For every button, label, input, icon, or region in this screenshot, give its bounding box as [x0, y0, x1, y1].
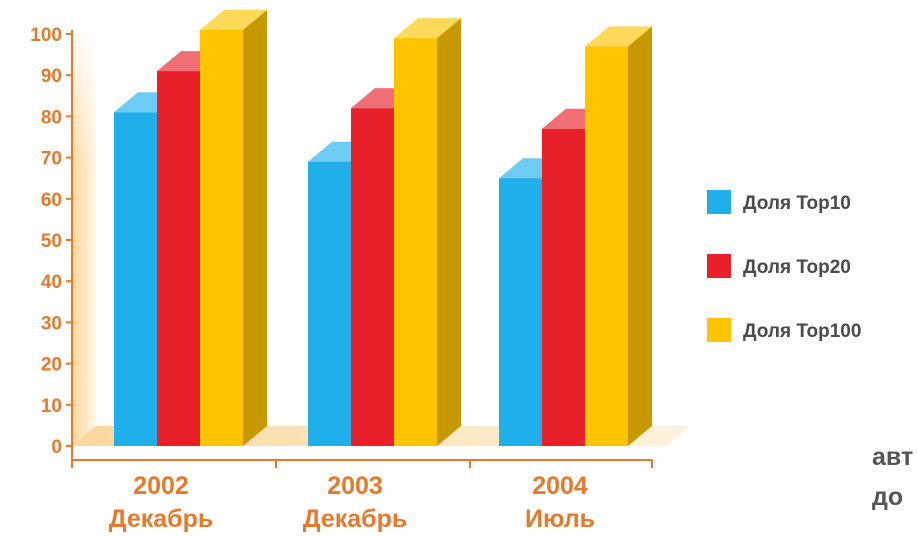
x-tick-label: Июль [525, 505, 595, 533]
bar-side [628, 26, 652, 447]
legend-swatch [707, 190, 731, 214]
bar-front [499, 178, 542, 446]
legend-swatch [707, 254, 731, 278]
legend: Доля Top10 Доля Top20 Доля Top100 [707, 190, 861, 342]
bar-front [394, 38, 437, 447]
cropped-text: авт до [872, 443, 913, 511]
y-tick-label: 40 [41, 272, 62, 293]
y-tick-label: 20 [41, 355, 62, 376]
y-tick-label: 60 [41, 190, 62, 211]
bar-front [114, 112, 157, 446]
bar-side [243, 9, 267, 446]
legend-label: Доля Top100 [743, 321, 861, 342]
cropped-text-line-1: авт [872, 443, 913, 471]
x-tick-label: Декабрь [109, 505, 214, 533]
y-tick-label: 30 [41, 313, 62, 334]
bar-front [585, 46, 628, 447]
y-tick-label: 50 [41, 231, 62, 252]
bar [394, 18, 461, 447]
x-tick-label: 2002 [133, 472, 189, 500]
bar-front [157, 71, 200, 446]
bar-side [437, 18, 461, 447]
category-axis: 2002 Декабрь 2003 Декабрь 2004 Июль [71, 446, 653, 533]
x-tick-label: 2004 [532, 472, 588, 500]
bar-front [542, 128, 585, 446]
bar [200, 9, 267, 446]
x-tick-label: 2003 [327, 472, 383, 500]
back-wall-fade [72, 20, 96, 446]
legend-swatch [707, 318, 731, 342]
bar-top [200, 9, 267, 30]
y-tick-label: 10 [41, 396, 62, 417]
y-tick-label: 90 [41, 66, 62, 87]
bars [114, 9, 652, 447]
y-tick-label: 0 [51, 437, 62, 458]
y-tick-label: 100 [30, 25, 62, 46]
legend-label: Доля Top20 [743, 257, 851, 278]
legend-label: Доля Top10 [743, 193, 851, 214]
value-axis: 0 10 20 30 40 50 60 70 80 90 100 [30, 25, 73, 458]
bar-top [585, 26, 652, 47]
y-tick-label: 80 [41, 107, 62, 128]
bar [585, 26, 652, 447]
bar-top [394, 18, 461, 39]
cropped-text-line-2: до [872, 483, 903, 511]
bar-front [351, 108, 394, 446]
y-tick-label: 70 [41, 149, 62, 170]
bar-front [200, 29, 243, 446]
bar-front [308, 161, 351, 446]
x-tick-label: Декабрь [303, 505, 408, 533]
